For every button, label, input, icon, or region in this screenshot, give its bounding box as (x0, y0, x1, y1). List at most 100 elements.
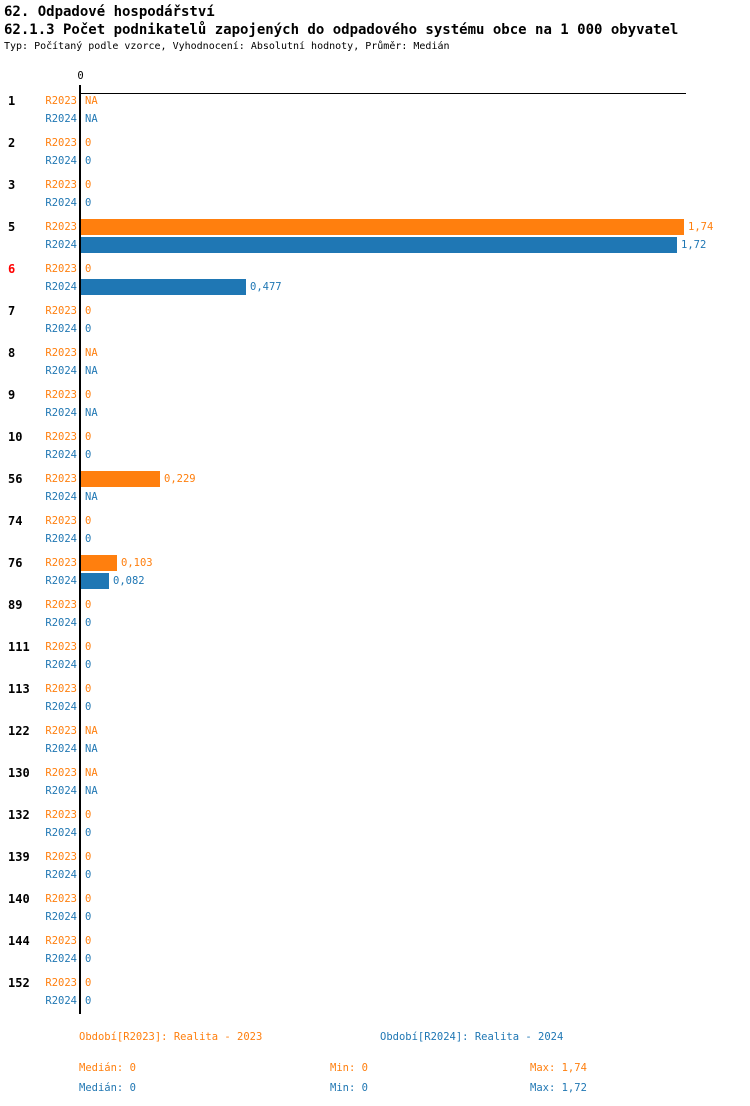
series-label: R2024 (45, 407, 77, 419)
category-block: 76 R2023 0,103 R2024 0,082 (0, 554, 750, 596)
x-axis-line (80, 93, 686, 94)
value-label: NA (85, 743, 98, 755)
series-label: R2024 (45, 659, 77, 671)
value-label: 0 (85, 389, 92, 401)
series-label: R2024 (45, 911, 77, 923)
chart-row: 140 R2023 0 (0, 890, 750, 908)
category-block: 144 R2023 0 R2024 0 (0, 932, 750, 974)
stat-max-r2024: Max: 1,72 (530, 1082, 587, 1094)
value-label: 0,229 (164, 473, 196, 485)
value-label: 0 (85, 851, 92, 863)
value-label: 0 (85, 449, 92, 461)
chart-title: 62.1.3 Počet podnikatelů zapojených do o… (4, 22, 679, 38)
chart-row: 10 R2023 0 (0, 428, 750, 446)
bar (81, 237, 677, 253)
value-label: 0 (85, 533, 92, 545)
legend-r2023: Období[R2023]: Realita - 2023 (79, 1031, 263, 1043)
chart-row: 2 R2023 0 (0, 134, 750, 152)
value-label: 1,72 (681, 239, 707, 251)
category-label: 139 (8, 850, 30, 864)
chart-row: 1 R2023 NA (0, 92, 750, 110)
series-label: R2024 (45, 701, 77, 713)
category-label: 5 (8, 220, 16, 234)
series-label: R2024 (45, 113, 77, 125)
category-label: 56 (8, 472, 23, 486)
chart-row: 111 R2023 0 (0, 638, 750, 656)
bar (81, 471, 160, 487)
chart-row: R2024 0,477 (0, 278, 750, 296)
value-label: NA (85, 95, 98, 107)
series-label: R2023 (45, 557, 77, 569)
category-block: 122 R2023 NA R2024 NA (0, 722, 750, 764)
value-label: 0 (85, 617, 92, 629)
series-label: R2023 (45, 305, 77, 317)
series-label: R2023 (45, 137, 77, 149)
chart-row: 7 R2023 0 (0, 302, 750, 320)
value-label: 0 (85, 137, 92, 149)
chart-row: R2024 0 (0, 908, 750, 926)
category-block: 1 R2023 NA R2024 NA (0, 92, 750, 134)
value-label: 0 (85, 701, 92, 713)
value-label: NA (85, 725, 98, 737)
category-block: 3 R2023 0 R2024 0 (0, 176, 750, 218)
value-label: 0 (85, 869, 92, 881)
category-label: 132 (8, 808, 30, 822)
chart-row: R2024 0 (0, 992, 750, 1010)
value-label: 0 (85, 827, 92, 839)
stat-median-r2023: Medián: 0 (79, 1062, 136, 1074)
chart-rows: 1 R2023 NA R2024 NA 2 R2023 0 R2024 0 3 R2023 0 R2024… (0, 92, 750, 1016)
value-label: 0 (85, 305, 92, 317)
stat-min-r2024: Min: 0 (330, 1082, 368, 1094)
value-label: 0 (85, 935, 92, 947)
value-label: NA (85, 347, 98, 359)
chart-row: 8 R2023 NA (0, 344, 750, 362)
chart-row: R2024 0 (0, 656, 750, 674)
category-label: 2 (8, 136, 16, 150)
category-label: 76 (8, 556, 23, 570)
chart-row: R2024 0 (0, 530, 750, 548)
category-block: 140 R2023 0 R2024 0 (0, 890, 750, 932)
value-label: 0 (85, 953, 92, 965)
value-label: 0 (85, 977, 92, 989)
chart-row: 5 R2023 1,74 (0, 218, 750, 236)
value-label: 0 (85, 893, 92, 905)
category-label: 122 (8, 724, 30, 738)
value-label: NA (85, 365, 98, 377)
chart-row: R2024 0 (0, 950, 750, 968)
series-label: R2024 (45, 743, 77, 755)
series-label: R2023 (45, 683, 77, 695)
value-label: NA (85, 767, 98, 779)
category-label: 74 (8, 514, 23, 528)
category-block: 152 R2023 0 R2024 0 (0, 974, 750, 1016)
category-block: 111 R2023 0 R2024 0 (0, 638, 750, 680)
chart-row: R2024 0 (0, 614, 750, 632)
chart-row: R2024 0 (0, 446, 750, 464)
value-label: 0 (85, 323, 92, 335)
series-label: R2023 (45, 935, 77, 947)
value-label: 0 (85, 179, 92, 191)
value-label: 0 (85, 197, 92, 209)
x-axis-tick-label: 0 (77, 70, 84, 82)
chart-row: 9 R2023 0 (0, 386, 750, 404)
chart-row: 6 R2023 0 (0, 260, 750, 278)
value-label: 0,103 (121, 557, 153, 569)
series-label: R2023 (45, 641, 77, 653)
category-block: 2 R2023 0 R2024 0 (0, 134, 750, 176)
chart-row: 3 R2023 0 (0, 176, 750, 194)
chart-row: 132 R2023 0 (0, 806, 750, 824)
chart-row: 144 R2023 0 (0, 932, 750, 950)
series-label: R2024 (45, 491, 77, 503)
category-label: 3 (8, 178, 16, 192)
category-block: 5 R2023 1,74 R2024 1,72 (0, 218, 750, 260)
category-block: 6 R2023 0 R2024 0,477 (0, 260, 750, 302)
category-label: 113 (8, 682, 30, 696)
chart-row: R2024 0 (0, 698, 750, 716)
value-label: 0 (85, 659, 92, 671)
value-label: 1,74 (688, 221, 714, 233)
chart-row: R2024 0 (0, 320, 750, 338)
category-block: 74 R2023 0 R2024 0 (0, 512, 750, 554)
chart-row: R2024 NA (0, 362, 750, 380)
chart-row: R2024 0 (0, 824, 750, 842)
chart-row: 56 R2023 0,229 (0, 470, 750, 488)
chart-row: R2024 NA (0, 488, 750, 506)
